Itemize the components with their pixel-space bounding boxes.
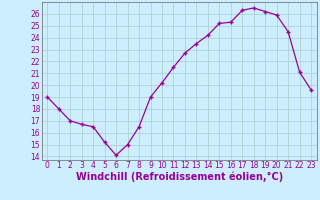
X-axis label: Windchill (Refroidissement éolien,°C): Windchill (Refroidissement éolien,°C) <box>76 172 283 182</box>
